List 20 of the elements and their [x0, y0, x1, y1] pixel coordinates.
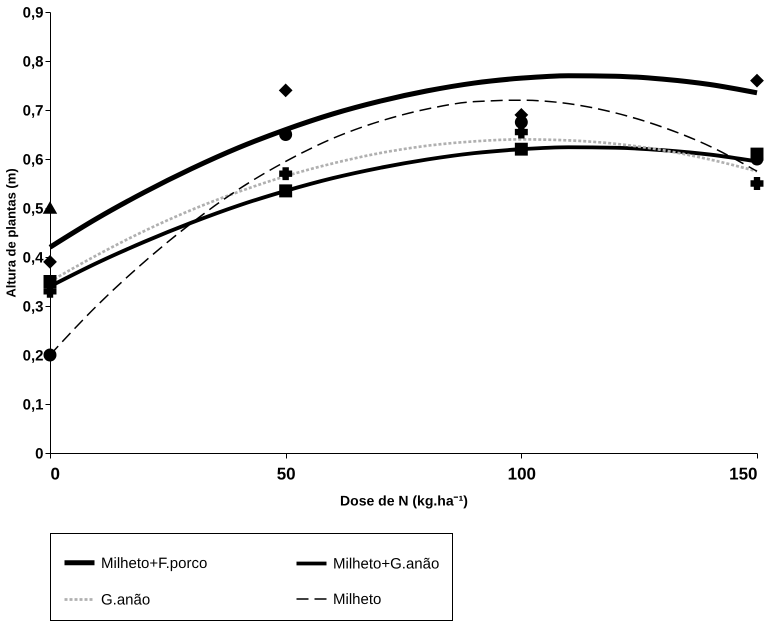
- y-tick-label: 0,2: [22, 348, 44, 364]
- y-axis-title: Altura de plantas (m): [4, 168, 19, 298]
- x-axis-title: Dose de N (kg.ha⁻¹): [340, 492, 468, 508]
- x-tick-label: 100: [508, 464, 536, 484]
- x-tick-label: 0: [50, 464, 60, 484]
- x-tick-label: 50: [276, 464, 296, 484]
- legend-label: G.anão: [101, 592, 150, 608]
- x-tick-label: 150: [729, 464, 758, 484]
- y-tick-label: 0,6: [22, 152, 44, 168]
- y-tick-label: 0,9: [22, 4, 44, 22]
- y-tick-label: 0,3: [22, 298, 44, 316]
- y-tick-label: 0,5: [22, 200, 44, 218]
- legend-label: Milheto: [333, 591, 382, 608]
- legend-label: Milheto+G.anão: [333, 556, 440, 572]
- y-tick-label: 0: [35, 446, 44, 462]
- y-tick-label: 0,1: [22, 396, 44, 414]
- y-tick-label: 0,7: [22, 102, 44, 120]
- legend-label: Milheto+F.porco: [101, 554, 208, 572]
- y-tick-label: 0,4: [22, 250, 44, 266]
- y-tick-label: 0,8: [22, 54, 44, 70]
